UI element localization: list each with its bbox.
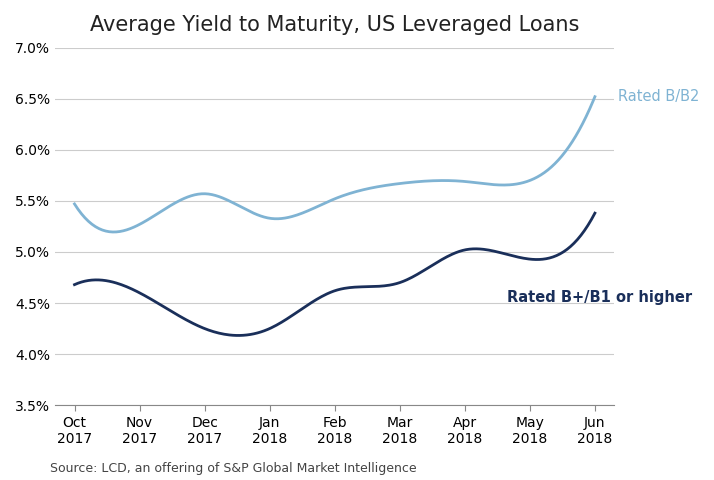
Text: Source: LCD, an offering of S&P Global Market Intelligence: Source: LCD, an offering of S&P Global M… <box>50 462 416 475</box>
Title: Average Yield to Maturity, US Leveraged Loans: Average Yield to Maturity, US Leveraged … <box>90 15 579 35</box>
Text: Rated B/B2: Rated B/B2 <box>618 89 699 104</box>
Text: Rated B+/B1 or higher: Rated B+/B1 or higher <box>507 290 692 305</box>
